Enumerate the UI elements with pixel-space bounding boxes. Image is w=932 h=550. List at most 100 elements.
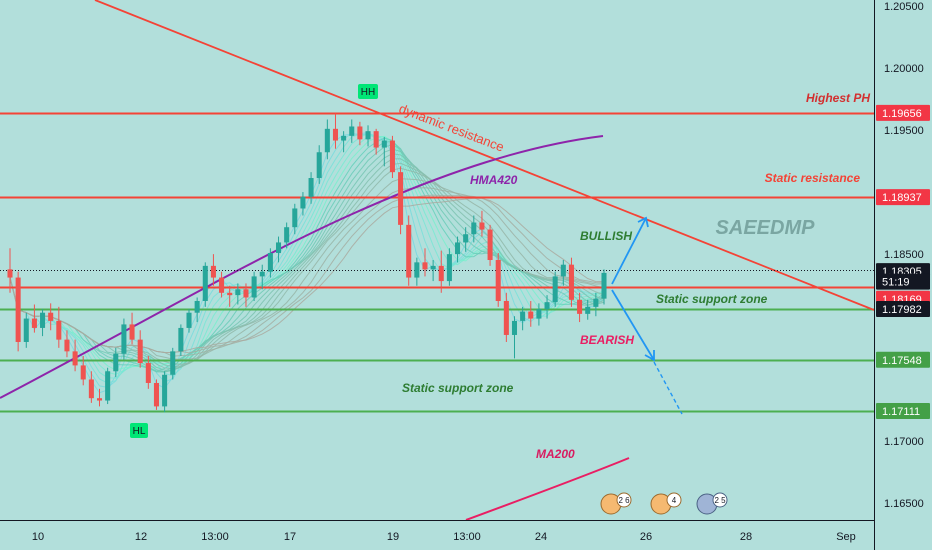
candle-body [487, 229, 493, 260]
candle-body [357, 126, 363, 140]
candle-body [31, 318, 37, 328]
candle [243, 283, 249, 307]
x-tick: 13:00 [453, 531, 481, 543]
candle [105, 367, 111, 405]
candle [219, 271, 225, 298]
bullish-label: BULLISH [580, 229, 632, 243]
candle [479, 210, 485, 237]
candle-body [398, 172, 404, 225]
highest-ph-label: Highest PH [806, 91, 870, 105]
candle-body [113, 353, 119, 372]
candle-body [267, 252, 273, 272]
candle [349, 119, 355, 143]
event-icon-1[interactable]: 2 6 [600, 492, 632, 515]
candle-body [455, 242, 461, 255]
candle [308, 172, 314, 204]
x-tick: 28 [740, 531, 752, 543]
candle [137, 330, 143, 368]
candle-body [64, 339, 70, 352]
ribbon-line [9, 153, 605, 371]
candle [422, 248, 428, 277]
candle-body [349, 126, 355, 136]
bearish-arrow [611, 289, 683, 415]
candle-body [284, 227, 290, 243]
ma200-line [465, 457, 630, 521]
candle-body [170, 351, 176, 375]
event-icon-3-label: 2 5 [714, 496, 726, 505]
y-ticks: 1.20500 1.20000 1.19500 1.18500 1.17000 … [884, 1, 924, 510]
x-tick: 12 [135, 531, 147, 543]
candle-body [430, 265, 436, 270]
candle-body [536, 309, 542, 319]
candle [227, 285, 233, 307]
y-tick: 1.19500 [884, 125, 924, 137]
candle-body [48, 312, 54, 321]
candle-body [438, 265, 444, 282]
event-icon-1-label: 2 6 [618, 496, 630, 505]
candle [577, 292, 583, 323]
candle [300, 192, 306, 216]
candle-body [153, 382, 159, 407]
candle [341, 131, 347, 153]
candle [7, 248, 13, 293]
price-label-text: 1.18937 [882, 192, 922, 204]
candle-body [243, 289, 249, 298]
price-label-1: 1.18937 [876, 189, 930, 206]
price-label-3: 51:19 [876, 273, 930, 290]
candle [202, 262, 208, 307]
price-label-text: 1.17111 [882, 406, 920, 418]
candle [153, 379, 159, 410]
candle [471, 215, 477, 243]
static-resistance-label: Static resistance [765, 171, 861, 185]
watermark: SAEEDMP [716, 217, 816, 239]
x-tick: 24 [535, 531, 547, 543]
candle [528, 300, 534, 327]
price-label-bg [876, 273, 930, 290]
candle-body [446, 254, 452, 282]
horizontal-levels [0, 112, 874, 413]
candle [121, 318, 127, 360]
price-label-text: 1.19656 [882, 108, 922, 120]
candle [601, 269, 607, 305]
event-icon-3[interactable]: 2 5 [696, 492, 728, 515]
candle-body [194, 300, 200, 313]
candle-body [72, 351, 78, 366]
candle [536, 303, 542, 326]
candle-body [121, 324, 127, 354]
candle-body [7, 269, 13, 278]
x-tick: 10 [32, 531, 44, 543]
candle [56, 306, 62, 348]
candle-body [406, 224, 412, 278]
candle-body [275, 242, 282, 253]
event-icon-2[interactable]: 4 [650, 492, 682, 515]
bullish-arrow [611, 216, 649, 285]
candle-body [568, 264, 574, 300]
candle-body [365, 131, 371, 140]
ma200-label: MA200 [536, 447, 575, 461]
candle [162, 371, 168, 413]
candle [365, 125, 371, 147]
candle [430, 260, 436, 282]
x-tick: 13:00 [201, 531, 229, 543]
candle [80, 356, 86, 386]
time-axis-background[interactable] [0, 520, 874, 550]
candle-body [585, 306, 591, 314]
candle [129, 312, 135, 345]
candle [520, 306, 526, 331]
candle-body [503, 300, 509, 335]
candle [40, 309, 46, 337]
candle [446, 248, 452, 286]
candle [284, 222, 290, 249]
candle [560, 260, 566, 286]
candle [235, 283, 241, 305]
candle-body [495, 260, 501, 301]
candle-body [235, 289, 241, 296]
candle-body [178, 327, 184, 352]
price-labels: 1.196561.189371.1830551:191.181691.17982… [876, 104, 930, 419]
candle-body [373, 131, 379, 148]
candle-body [332, 128, 339, 141]
hl-badge: HL [130, 423, 148, 438]
candle-body [88, 379, 94, 399]
